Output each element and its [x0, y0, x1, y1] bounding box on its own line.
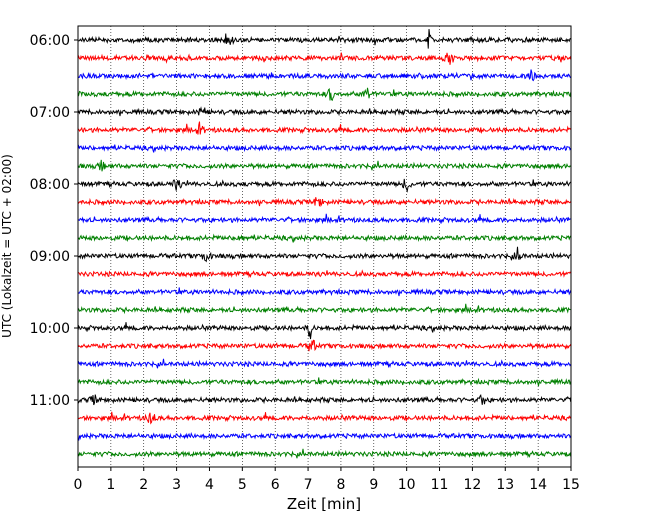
x-tick-label: 5 [238, 477, 247, 493]
y-tick-label: 09:00 [30, 249, 70, 265]
x-tick-label: 13 [496, 477, 514, 493]
trace-row-0700 [77, 106, 571, 117]
y-tick-label: 08:00 [30, 177, 70, 193]
trace-row-0800 [77, 178, 572, 193]
trace-row-0715 [77, 121, 572, 135]
trace-row-0815 [77, 197, 572, 208]
trace-row-0645 [77, 87, 572, 102]
y-tick-label: 10:00 [30, 321, 70, 337]
trace-row-1130 [77, 431, 572, 441]
trace-row-0730 [77, 143, 572, 153]
x-tick-label: 9 [369, 477, 378, 493]
trace-row-0600 [77, 29, 571, 49]
trace-row-1100 [77, 393, 572, 406]
trace-layer [77, 29, 572, 459]
trace-row-0915 [77, 269, 572, 279]
trace-row-1030 [77, 358, 572, 369]
x-tick-label: 0 [74, 477, 83, 493]
plot-frame [77, 25, 572, 468]
x-tick-label: 14 [529, 477, 547, 493]
trace-row-1015 [77, 339, 572, 352]
trace-row-1045 [77, 377, 572, 387]
trace-row-0745 [77, 159, 572, 172]
x-tick-label: 1 [106, 477, 115, 493]
trace-row-0615 [77, 52, 572, 65]
x-tick-label: 12 [463, 477, 481, 493]
x-tick-label: 3 [172, 477, 181, 493]
x-tick-label: 4 [205, 477, 214, 493]
trace-row-0830 [77, 213, 571, 225]
trace-row-0845 [77, 233, 572, 243]
x-tick-label: 6 [271, 477, 280, 493]
y-axis: 06:00 07:00 08:00 09:00 10:00 11:00 [30, 33, 78, 409]
y-axis-title: UTC (Lokalzeit = UTC + 02:00) [0, 154, 14, 338]
x-axis: 0 1 2 3 4 5 6 7 8 9 10 11 12 13 14 15 [74, 467, 580, 493]
trace-row-1000 [77, 322, 572, 340]
trace-row-1115 [77, 411, 572, 425]
x-tick-label: 7 [304, 477, 313, 493]
y-tick-label: 11:00 [30, 393, 70, 409]
x-axis-title: Zeit [min] [287, 495, 361, 513]
x-tick-label: 15 [562, 477, 580, 493]
trace-row-0630 [77, 69, 572, 82]
x-tick-label: 8 [336, 477, 345, 493]
x-tick-label: 10 [398, 477, 416, 493]
trace-row-0945 [77, 303, 571, 315]
x-tick-label: 2 [139, 477, 148, 493]
y-tick-label: 06:00 [30, 33, 70, 49]
y-tick-label: 07:00 [30, 105, 70, 121]
trace-row-0930 [77, 287, 572, 297]
trace-row-1145 [77, 448, 572, 459]
trace-row-0900 [77, 246, 572, 263]
x-tick-label: 11 [431, 477, 449, 493]
